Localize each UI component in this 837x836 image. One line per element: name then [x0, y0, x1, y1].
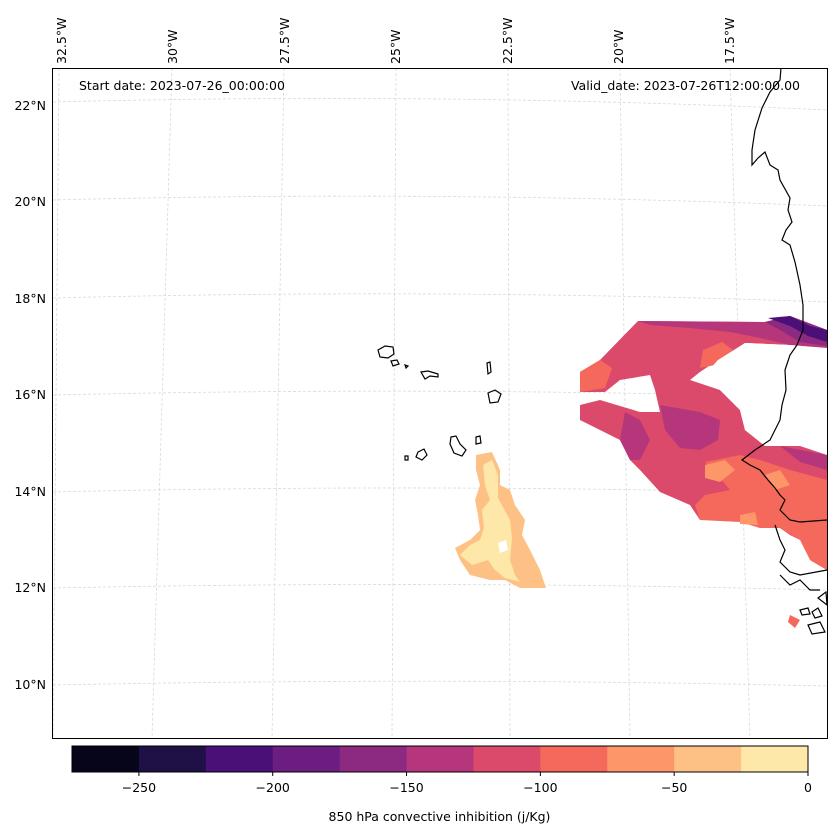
colorbar-segment	[72, 746, 140, 772]
lat-label: 14°N	[14, 484, 46, 499]
gridline-lat-14	[52, 487, 828, 495]
island-boa-vista	[487, 389, 502, 404]
lon-label: 30°W	[165, 29, 180, 64]
island-sal	[486, 361, 492, 376]
gridline-lat-20	[52, 195, 828, 207]
contour-region	[705, 460, 735, 482]
gridline-lat-18	[52, 293, 828, 303]
island-santiago	[449, 435, 467, 457]
colorbar-segment	[339, 746, 408, 772]
colorbar-segment	[741, 746, 809, 772]
gridline-lat-22	[52, 98, 828, 111]
lat-label: 12°N	[14, 580, 46, 595]
island-santa-luzia	[404, 364, 410, 370]
lat-label: 16°N	[14, 387, 46, 402]
lon-label: 20°W	[611, 29, 626, 64]
contour-region	[498, 540, 508, 553]
gridline-lon-25	[391, 67, 397, 739]
island-brava	[404, 455, 409, 461]
colorbar-segment	[272, 746, 341, 772]
colorbar-segment	[473, 746, 541, 772]
colorbar-tick-label: −150	[389, 780, 424, 795]
map-frame	[52, 68, 828, 739]
contour-region	[700, 342, 733, 368]
colorbar-tick-label: −200	[255, 780, 290, 795]
colorbar-tick-label: 0	[804, 780, 812, 795]
lon-label: 27.5°W	[277, 17, 292, 64]
cin-contours	[455, 316, 827, 628]
colorbar-segment	[607, 746, 675, 772]
gridline-lat-16	[52, 390, 828, 399]
start-date: Start date: 2023-07-26_00:00:00	[79, 78, 285, 93]
lon-label: 32.5°W	[54, 17, 69, 64]
gridline-lon-22-5	[507, 67, 511, 739]
gridline-lon-27-5	[271, 67, 285, 739]
contour-region	[768, 316, 827, 342]
contour-region	[660, 405, 720, 450]
lat-label: 22°N	[14, 98, 46, 113]
colorbar-segment	[138, 746, 207, 772]
colorbar-tick-label: −250	[121, 780, 157, 795]
contour-region	[580, 360, 612, 392]
lon-label: 22.5°W	[500, 17, 515, 64]
lat-label: 20°N	[14, 194, 46, 209]
contour-region	[780, 446, 827, 470]
contour-gap	[700, 343, 827, 446]
gridline-lon-30	[151, 67, 173, 739]
lon-label: 25°W	[388, 29, 403, 64]
lat-label: 10°N	[14, 677, 46, 692]
contour-region	[695, 455, 827, 570]
island-sao-nicolau	[420, 370, 439, 380]
gridline-lon-20	[619, 67, 631, 739]
colorbar-tick-label: −100	[523, 780, 558, 795]
colorbar-segment	[406, 746, 474, 772]
colorbar-frame	[71, 745, 809, 773]
contour-region	[765, 470, 790, 490]
gridline-lat-10	[52, 680, 828, 687]
contour-region	[765, 316, 827, 346]
contour-region	[460, 460, 520, 582]
coastline-africa	[740, 67, 828, 591]
lon-label: 17.5°W	[722, 17, 737, 64]
colorbar-segment	[674, 746, 742, 772]
island-fogo	[415, 448, 428, 461]
contour-region	[620, 412, 650, 460]
gridline-lon-32-5	[52, 67, 60, 739]
valid-date: Valid_date: 2023-07-26T12:00:00.00	[570, 78, 800, 93]
colorbar-segment	[205, 746, 274, 772]
island-santo-antao	[377, 345, 395, 359]
gridline-lat-12	[52, 584, 828, 591]
coastline-guinea-islands	[799, 590, 828, 635]
lat-label: 18°N	[14, 291, 46, 306]
contour-region	[740, 512, 758, 525]
colorbar-tick-label: −50	[660, 780, 688, 795]
colorbar	[71, 745, 809, 776]
colorbar-label: 850 hPa convective inhibition (j/Kg)	[328, 809, 551, 824]
contour-region	[788, 615, 800, 628]
coastlines	[377, 67, 828, 635]
island-maio	[475, 435, 482, 445]
colorbar-segment	[540, 746, 608, 772]
island-sao-vicente	[390, 359, 400, 367]
